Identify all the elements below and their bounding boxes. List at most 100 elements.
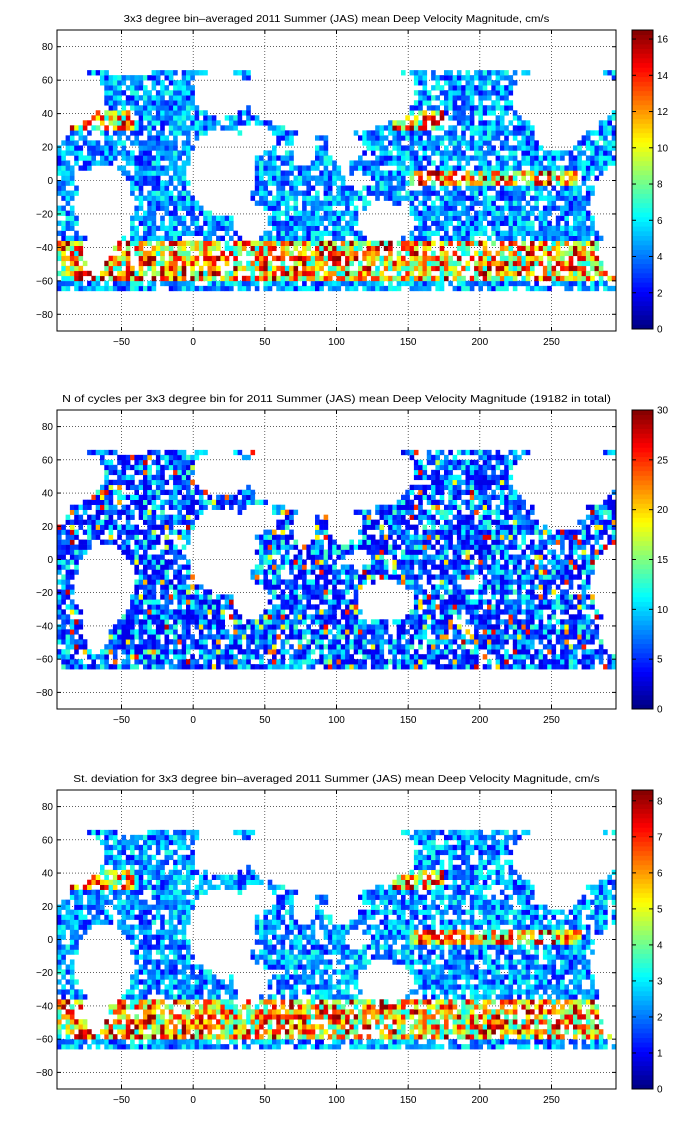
heat-cell — [254, 160, 260, 166]
heat-cell — [168, 245, 174, 252]
heat-cell — [125, 644, 131, 650]
heat-cell — [560, 260, 565, 267]
heat-cell — [521, 130, 526, 136]
heat-cell — [151, 604, 157, 610]
heat-cell — [435, 150, 440, 156]
heat-cell — [117, 130, 122, 136]
heat-cell — [469, 125, 475, 131]
heat-cell — [69, 260, 75, 267]
heat-cell — [422, 75, 428, 81]
heat-cell — [160, 100, 165, 106]
heat-cell — [224, 260, 230, 267]
heat-cell — [112, 260, 118, 267]
heat-cell — [74, 549, 79, 555]
heat-cell — [181, 479, 187, 486]
heat-cell — [108, 160, 114, 166]
heat-cell — [164, 569, 170, 575]
heat-cell — [465, 185, 471, 191]
heat-cell — [272, 220, 277, 226]
heat-cell — [168, 454, 174, 461]
heat-cell — [401, 125, 406, 131]
heat-cell — [151, 75, 157, 81]
heat-cell — [452, 235, 458, 241]
heat-cell — [409, 260, 415, 267]
heat-cell — [375, 170, 380, 176]
heat-cell — [198, 599, 204, 605]
heat-cell — [508, 175, 514, 181]
heat-cell — [474, 75, 479, 81]
heat-cell — [289, 544, 294, 550]
heat-cell — [456, 120, 462, 126]
heat-cell — [413, 195, 419, 201]
heat-cell — [143, 210, 148, 216]
heat-cell — [478, 70, 483, 76]
heat-cell — [216, 120, 221, 126]
heat-cell — [112, 75, 118, 81]
heat-cell — [461, 150, 466, 156]
heat-cell — [125, 454, 131, 461]
heat-cell — [246, 639, 251, 645]
heat-cell — [87, 519, 92, 525]
heat-cell — [284, 604, 290, 610]
heat-cell — [568, 185, 574, 191]
heat-cell — [82, 499, 88, 505]
heat-cell — [130, 654, 135, 660]
heat-cell — [74, 559, 79, 565]
heat-cell — [413, 255, 419, 262]
heat-cell — [581, 250, 587, 257]
heat-cell — [469, 90, 475, 96]
heat-cell — [91, 285, 96, 292]
heat-cell — [499, 220, 505, 226]
heat-cell — [607, 125, 612, 131]
heat-cell — [272, 200, 277, 206]
heat-cell — [173, 584, 178, 590]
heat-cell — [65, 659, 71, 665]
heat-cell — [573, 245, 578, 252]
heat-cell — [173, 140, 178, 146]
heat-cell — [134, 539, 139, 545]
heat-cell — [512, 125, 518, 131]
heat-cell — [254, 190, 260, 196]
heat-cell — [323, 280, 329, 287]
heat-cell — [164, 624, 170, 630]
heat-cell — [577, 230, 582, 236]
heat-cell — [469, 85, 475, 91]
heat-cell — [345, 644, 350, 650]
heat-cell — [168, 215, 174, 221]
heat-cell — [426, 210, 432, 216]
heat-cell — [418, 70, 423, 76]
heat-cell — [267, 260, 273, 267]
heat-cell — [138, 260, 144, 267]
heat-cell — [478, 270, 483, 277]
heat-cell — [461, 100, 466, 106]
heat-cell — [95, 654, 101, 660]
heat-cell — [499, 160, 505, 166]
heat-cell — [297, 225, 303, 231]
heat-cell — [452, 170, 458, 176]
heat-cell — [327, 654, 333, 660]
heat-cell — [594, 160, 600, 166]
heat-cell — [155, 100, 161, 106]
heat-cell — [280, 604, 286, 610]
heat-cell — [61, 584, 66, 590]
heat-cell — [297, 629, 303, 635]
heat-cell — [138, 624, 144, 630]
heat-cell — [306, 200, 311, 206]
heat-cell — [508, 220, 514, 226]
heat-cell — [224, 634, 230, 640]
heat-cell — [100, 454, 105, 461]
heat-cell — [495, 135, 501, 141]
colorbar-step — [632, 174, 653, 180]
heat-cell — [177, 469, 182, 476]
heat-cell — [465, 285, 471, 292]
heat-cell — [323, 210, 329, 216]
heat-cell — [534, 255, 539, 262]
heat-cell — [487, 170, 492, 176]
heat-cell — [168, 514, 174, 520]
heat-cell — [216, 639, 221, 645]
heat-cell — [284, 235, 290, 241]
heat-cell — [108, 644, 114, 650]
heat-cell — [164, 614, 170, 620]
heat-cell — [155, 534, 161, 540]
heat-cell — [104, 265, 109, 272]
